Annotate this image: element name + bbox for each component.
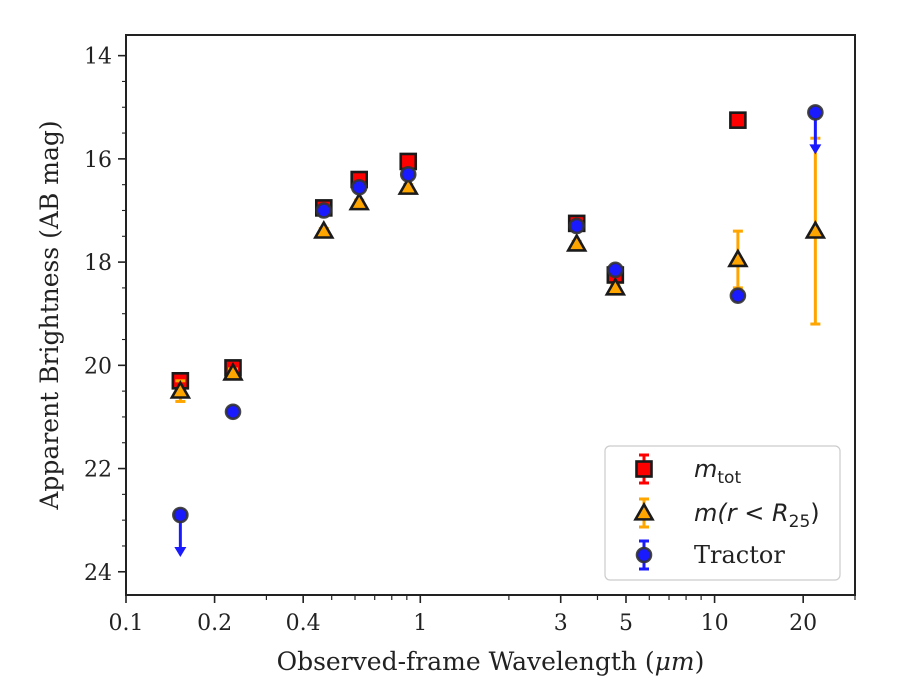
y-tick-label: 16 (84, 148, 112, 173)
axes: 0.1 0.2 0.4 1 3 5 10 20 14 16 18 20 22 24 Observed-fra… (35, 34, 856, 676)
x-tick-label: 0.2 (197, 611, 232, 636)
y-tick-label: 24 (84, 561, 112, 586)
x-tick-label: 3 (554, 611, 568, 636)
x-tick-label: 10 (701, 611, 729, 636)
y-tick-label: 18 (84, 251, 112, 276)
point-square (729, 111, 747, 129)
y-tick-label: 14 (84, 45, 112, 70)
legend-box (604, 445, 841, 581)
x-axis-title-close: ) (695, 647, 705, 676)
point-triangle (804, 220, 827, 239)
legend: mtot m(r < R25) Tractor (604, 445, 841, 581)
point-triangle (169, 380, 192, 399)
legend-label-math: m(r < R (694, 499, 789, 527)
legend-entry: Tractor (635, 539, 785, 571)
legend-marker-square (635, 460, 653, 478)
plot-area (169, 104, 827, 557)
point-circle (399, 166, 417, 183)
legend-marker-triangle (633, 501, 655, 521)
x-axis-title: Observed-frame Wavelength (μm) (277, 647, 705, 676)
legend-label: mtot (694, 455, 741, 488)
point-circle (224, 403, 242, 421)
point-circle (729, 287, 747, 304)
point-triangle (348, 191, 370, 211)
upper-limit-arrow-head (809, 144, 822, 155)
point-circle (807, 104, 824, 121)
x-tick-label: 5 (619, 611, 633, 636)
point-triangle (604, 276, 627, 296)
y-axis-title: Apparent Brightness (AB mag) (35, 120, 64, 510)
point-triangle (565, 232, 588, 252)
series-circle (172, 104, 824, 557)
upper-limit-arrow-head (174, 547, 187, 557)
legend-label-math: m (694, 455, 717, 483)
point-circle (172, 506, 189, 524)
x-tick-label: 20 (789, 611, 817, 636)
point-circle (315, 202, 333, 219)
legend-label-sub: tot (717, 468, 741, 488)
legend-label: m(r < R25) (694, 499, 820, 532)
y-tick-label: 20 (84, 354, 112, 379)
legend-label-sub: 25 (789, 512, 811, 532)
point-triangle (397, 176, 419, 195)
x-axis-title-text: Observed-frame Wavelength ( (277, 647, 655, 676)
point-circle (568, 217, 586, 235)
point-triangle (727, 248, 749, 268)
legend-label-tail: ) (810, 499, 819, 527)
point-triangle (313, 220, 335, 239)
x-tick-label: 0.1 (109, 611, 144, 636)
legend-marker-circle (635, 546, 653, 564)
x-tick-label: 0.4 (286, 611, 321, 636)
legend-entry: mtot (635, 453, 741, 488)
point-circle (607, 261, 624, 279)
point-triangle (222, 361, 244, 381)
point-circle (350, 178, 368, 196)
legend-label: Tractor (694, 541, 785, 569)
y-tick-label: 22 (84, 458, 112, 483)
x-tick-label: 1 (413, 611, 427, 636)
plot-frame (125, 34, 856, 596)
x-axis-title-unit: μm (655, 647, 695, 676)
legend-entry: m(r < R25) (633, 497, 820, 532)
